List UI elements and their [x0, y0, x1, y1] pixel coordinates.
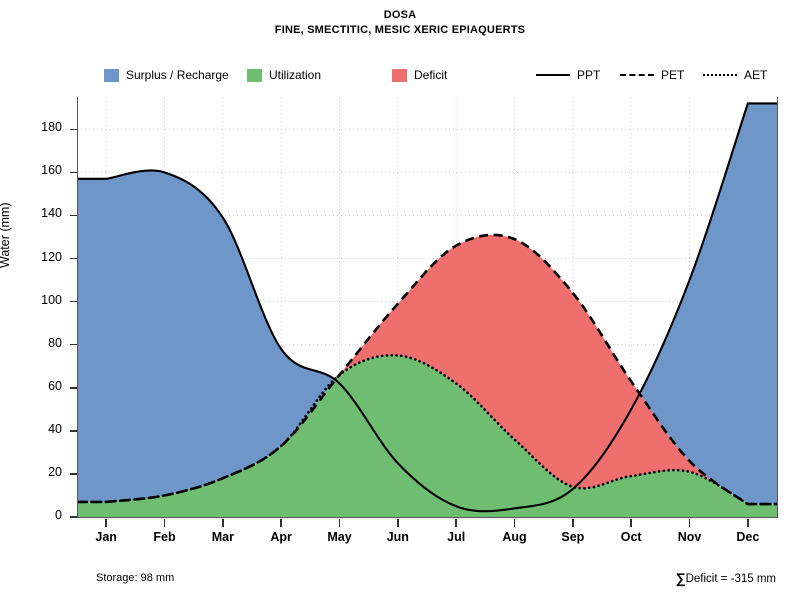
x-tick-label-oct: Oct: [620, 530, 642, 544]
y-tick: [70, 430, 77, 432]
chart-legend: Surplus / Recharge Utilization Deficit P…: [0, 66, 800, 88]
legend-item-pet: PET: [620, 68, 684, 82]
dashed-line-icon: [620, 69, 654, 81]
x-tick-label-may: May: [327, 530, 352, 544]
y-tick: [70, 473, 77, 475]
solid-line-icon: [536, 69, 570, 81]
y-tick-label-120: 120: [41, 249, 62, 264]
legend-label-surplus: Surplus / Recharge: [126, 68, 229, 82]
y-tick-label-0: 0: [55, 508, 62, 522]
y-tick: [70, 300, 77, 303]
x-tick: [338, 519, 341, 527]
series-line-ppt: [77, 102, 777, 513]
band-surplus: [77, 170, 336, 502]
series-line-pet: [77, 233, 777, 506]
x-tick-label-jul: Jul: [447, 530, 466, 544]
x-tick: [280, 519, 282, 527]
y-tick: [70, 516, 77, 518]
green-square-icon: [247, 68, 262, 82]
chart-canvas: [77, 97, 777, 517]
x-tick: [572, 519, 574, 527]
y-tick: [70, 386, 77, 389]
dotted-line-icon: [703, 69, 737, 81]
legend-label-aet: AET: [744, 68, 768, 82]
legend-item-aet: AET: [703, 68, 767, 82]
x-tick-label-jun: Jun: [386, 530, 409, 544]
y-tick-label-20: 20: [48, 464, 62, 479]
legend-item-utilization: Utilization: [247, 68, 321, 82]
legend-label-ppt: PPT: [577, 68, 601, 82]
y-tick-label-60: 60: [48, 378, 62, 393]
y-tick: [70, 171, 77, 174]
x-tick-label-mar: Mar: [211, 530, 234, 544]
title-line-2: FINE, SMECTITIC, MESIC XERIC EPIAQUERTS: [274, 24, 526, 36]
legend-label-deficit: Deficit: [414, 68, 448, 82]
legend-item-deficit: Deficit: [392, 68, 447, 82]
deficit-annotation-text: Deficit = -315 mm: [685, 573, 776, 585]
legend-label-pet: PET: [661, 68, 685, 82]
y-tick: [70, 257, 77, 260]
x-tick: [397, 519, 399, 527]
legend-item-ppt: PPT: [536, 68, 600, 82]
y-tick: [70, 214, 77, 217]
plot-area: [77, 97, 777, 517]
storage-annotation: Storage: 98 mm: [96, 572, 175, 584]
x-tick: [163, 519, 166, 527]
x-tick-label-apr: Apr: [270, 530, 292, 544]
deficit-annotation: ∑Deficit = -315 mm: [676, 570, 776, 586]
legend-label-utilization: Utilization: [269, 68, 322, 82]
y-tick-label-80: 80: [48, 335, 62, 350]
chart-title: DOSA FINE, SMECTITIC, MESIC XERIC EPIAQU…: [0, 8, 800, 38]
y-axis-line-right: [777, 97, 778, 518]
x-tick-label-dec: Dec: [736, 530, 760, 544]
x-axis-line: [77, 517, 778, 518]
y-tick-label-100: 100: [41, 292, 62, 307]
x-tick: [105, 519, 107, 527]
band-deficit: [341, 234, 718, 489]
x-tick-label-feb: Feb: [153, 530, 176, 544]
x-tick: [688, 519, 691, 527]
red-square-icon: [392, 68, 407, 82]
sigma-icon: ∑: [675, 570, 686, 586]
y-tick-label-180: 180: [41, 120, 62, 135]
y-tick-label-140: 140: [41, 206, 62, 221]
y-tick-label-40: 40: [48, 421, 62, 436]
legend-item-surplus: Surplus / Recharge: [104, 68, 229, 82]
x-tick: [222, 519, 224, 527]
y-tick: [70, 343, 77, 346]
blue-square-icon: [104, 68, 119, 82]
y-axis-line: [77, 97, 78, 518]
y-tick: [70, 128, 77, 131]
x-tick: [455, 519, 457, 527]
x-tick-label-jan: Jan: [95, 530, 117, 544]
x-tick: [630, 519, 632, 527]
x-tick-label-nov: Nov: [677, 530, 702, 544]
x-tick: [513, 519, 516, 527]
x-tick-label-sep: Sep: [561, 530, 585, 544]
band-surplus: [641, 103, 777, 505]
band-utilization: [77, 355, 777, 517]
y-tick-label-160: 160: [41, 163, 62, 178]
title-line-1: DOSA: [383, 9, 417, 21]
x-tick-label-aug: Aug: [502, 530, 527, 544]
x-tick: [747, 519, 749, 527]
